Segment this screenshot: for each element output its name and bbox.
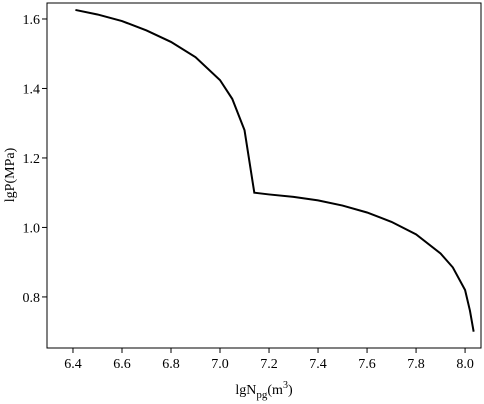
y-axis-label: lgP(MPa) [3,147,18,202]
x-tick-label: 7.0 [211,357,229,372]
x-label-part: ) [288,383,293,398]
x-axis-label: lgNpg(m3) [235,380,293,401]
y-tick-label: 0.8 [23,291,41,306]
x-label-part: lgN [235,383,256,398]
y-tick-label: 1.6 [23,13,41,28]
plot-frame [46,2,482,349]
y-tick-label: 1.4 [23,82,41,97]
x-tick-label: 8.0 [456,357,474,372]
x-tick-label: 7.8 [407,357,425,372]
x-tick-label: 6.8 [162,357,180,372]
x-tick-label: 6.4 [64,357,82,372]
x-label-part: (m [267,383,283,398]
x-tick-label: 7.2 [260,357,278,372]
data-line [75,8,475,332]
y-tick-label: 1.0 [23,221,41,236]
y-tick-label: 1.2 [23,152,41,167]
x-tick-label: 6.6 [113,357,131,372]
x-label-sup: 3 [283,380,288,391]
x-tick-label: 7.6 [358,357,376,372]
x-label-sub: pg [256,389,268,401]
x-tick-label: 7.4 [309,357,327,372]
